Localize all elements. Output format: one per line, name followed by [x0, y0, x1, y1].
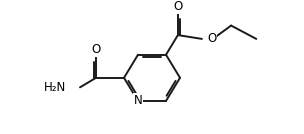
Text: N: N	[134, 94, 142, 107]
Text: O: O	[207, 32, 216, 45]
Text: O: O	[173, 0, 182, 13]
Text: O: O	[92, 43, 101, 56]
Text: H₂N: H₂N	[44, 81, 66, 94]
